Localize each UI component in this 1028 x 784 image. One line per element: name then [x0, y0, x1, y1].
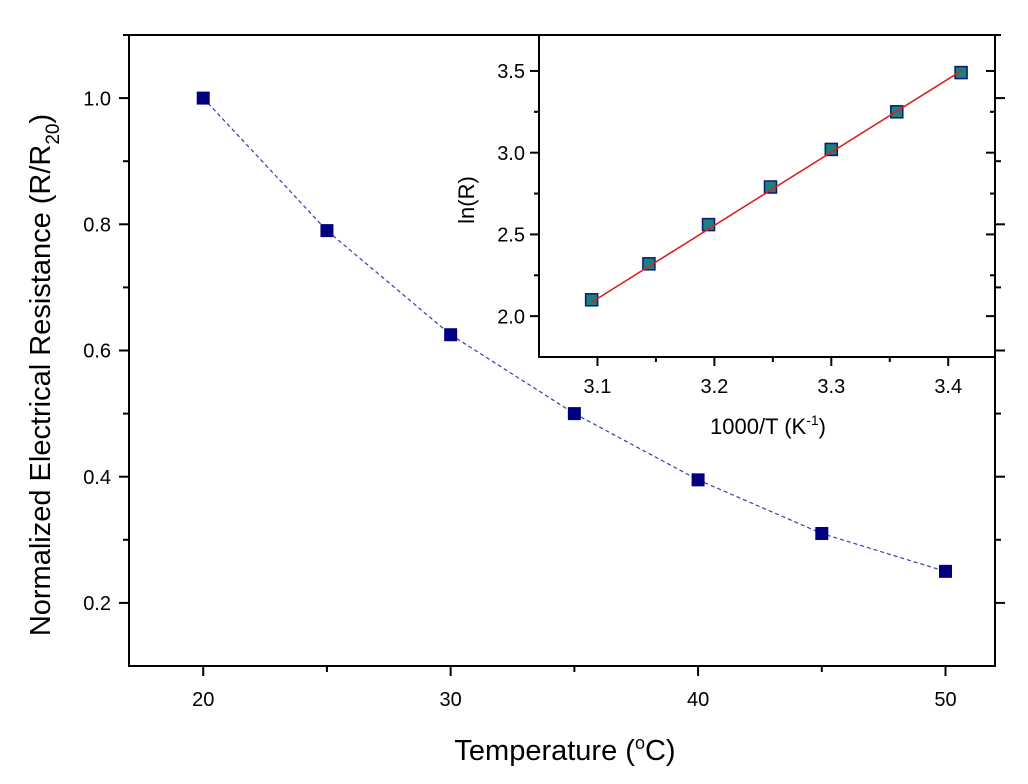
inset-series — [584, 65, 968, 307]
inset-y-tick-label: 2.5 — [497, 225, 525, 247]
inset-x-tick-label: 3.3 — [817, 376, 845, 398]
main-data-point — [320, 224, 334, 238]
inset-y-tick-label: 2.0 — [497, 306, 525, 328]
main-data-point — [196, 91, 210, 105]
main-data-point — [691, 473, 705, 487]
main-data-point — [939, 564, 953, 578]
main-data-point — [567, 407, 581, 421]
main-x-axis-title: Temperature (oC) — [454, 733, 675, 767]
inset-x-tick-label: 3.4 — [934, 376, 962, 398]
main-y-axis-title-sub: 20 — [43, 124, 64, 145]
main-y-tick-label: 0.2 — [83, 593, 111, 615]
inset-x-axis-title-text: 1000/T (K — [710, 414, 807, 439]
inset-x-axis-title-sup: -1 — [806, 412, 819, 428]
inset-x-tick-label: 3.2 — [700, 376, 728, 398]
inset-y-axis-title: ln(R) — [454, 176, 479, 224]
inset-data-point — [824, 142, 839, 157]
inset-fit-line — [591, 70, 962, 303]
main-y-axis-title-text: Normalized Electrical Resistance (R/R — [25, 145, 57, 637]
inset-data-point — [642, 257, 656, 271]
inset-plot-frame — [538, 34, 996, 358]
main-x-axis-title-sup: o — [635, 733, 645, 753]
main-series — [196, 91, 953, 578]
main-x-tick-label: 20 — [192, 689, 214, 711]
main-x-tick-label: 30 — [440, 689, 462, 711]
inset-y-tick-label: 3.5 — [497, 61, 525, 83]
main-y-axis-title: Normalized Electrical Resistance (R/R20) — [25, 114, 64, 636]
inset-y-tick-label: 3.0 — [497, 143, 525, 165]
main-x-tick-label: 40 — [687, 689, 709, 711]
main-y-tick-label: 1.0 — [83, 88, 111, 110]
main-data-point — [815, 526, 829, 540]
main-x-axis-title-text: Temperature ( — [454, 735, 635, 767]
inset-x-axis-title: 1000/T (K-1) — [710, 412, 826, 439]
main-data-point — [444, 328, 458, 342]
main-y-tick-label: 0.8 — [83, 215, 111, 237]
main-y-tick-label: 0.4 — [83, 467, 111, 489]
inset-data-point — [584, 293, 599, 307]
inset-data-point — [954, 65, 968, 80]
inset-x-axis-title-end: ) — [819, 414, 826, 439]
main-x-tick-label: 50 — [934, 689, 956, 711]
main-y-tick-label: 0.6 — [83, 341, 111, 363]
main-ticks: 20 30 40 50 0.2 0.4 0.6 0.8 1.0 — [83, 34, 1005, 711]
inset-ticks: 3.1 3.2 3.3 3.4 2.0 2.5 3.0 3.5 — [497, 61, 995, 398]
inset-x-tick-label: 3.1 — [584, 376, 612, 398]
main-x-axis-title-end: C) — [645, 735, 676, 767]
main-y-axis-title-end: ) — [25, 114, 57, 124]
